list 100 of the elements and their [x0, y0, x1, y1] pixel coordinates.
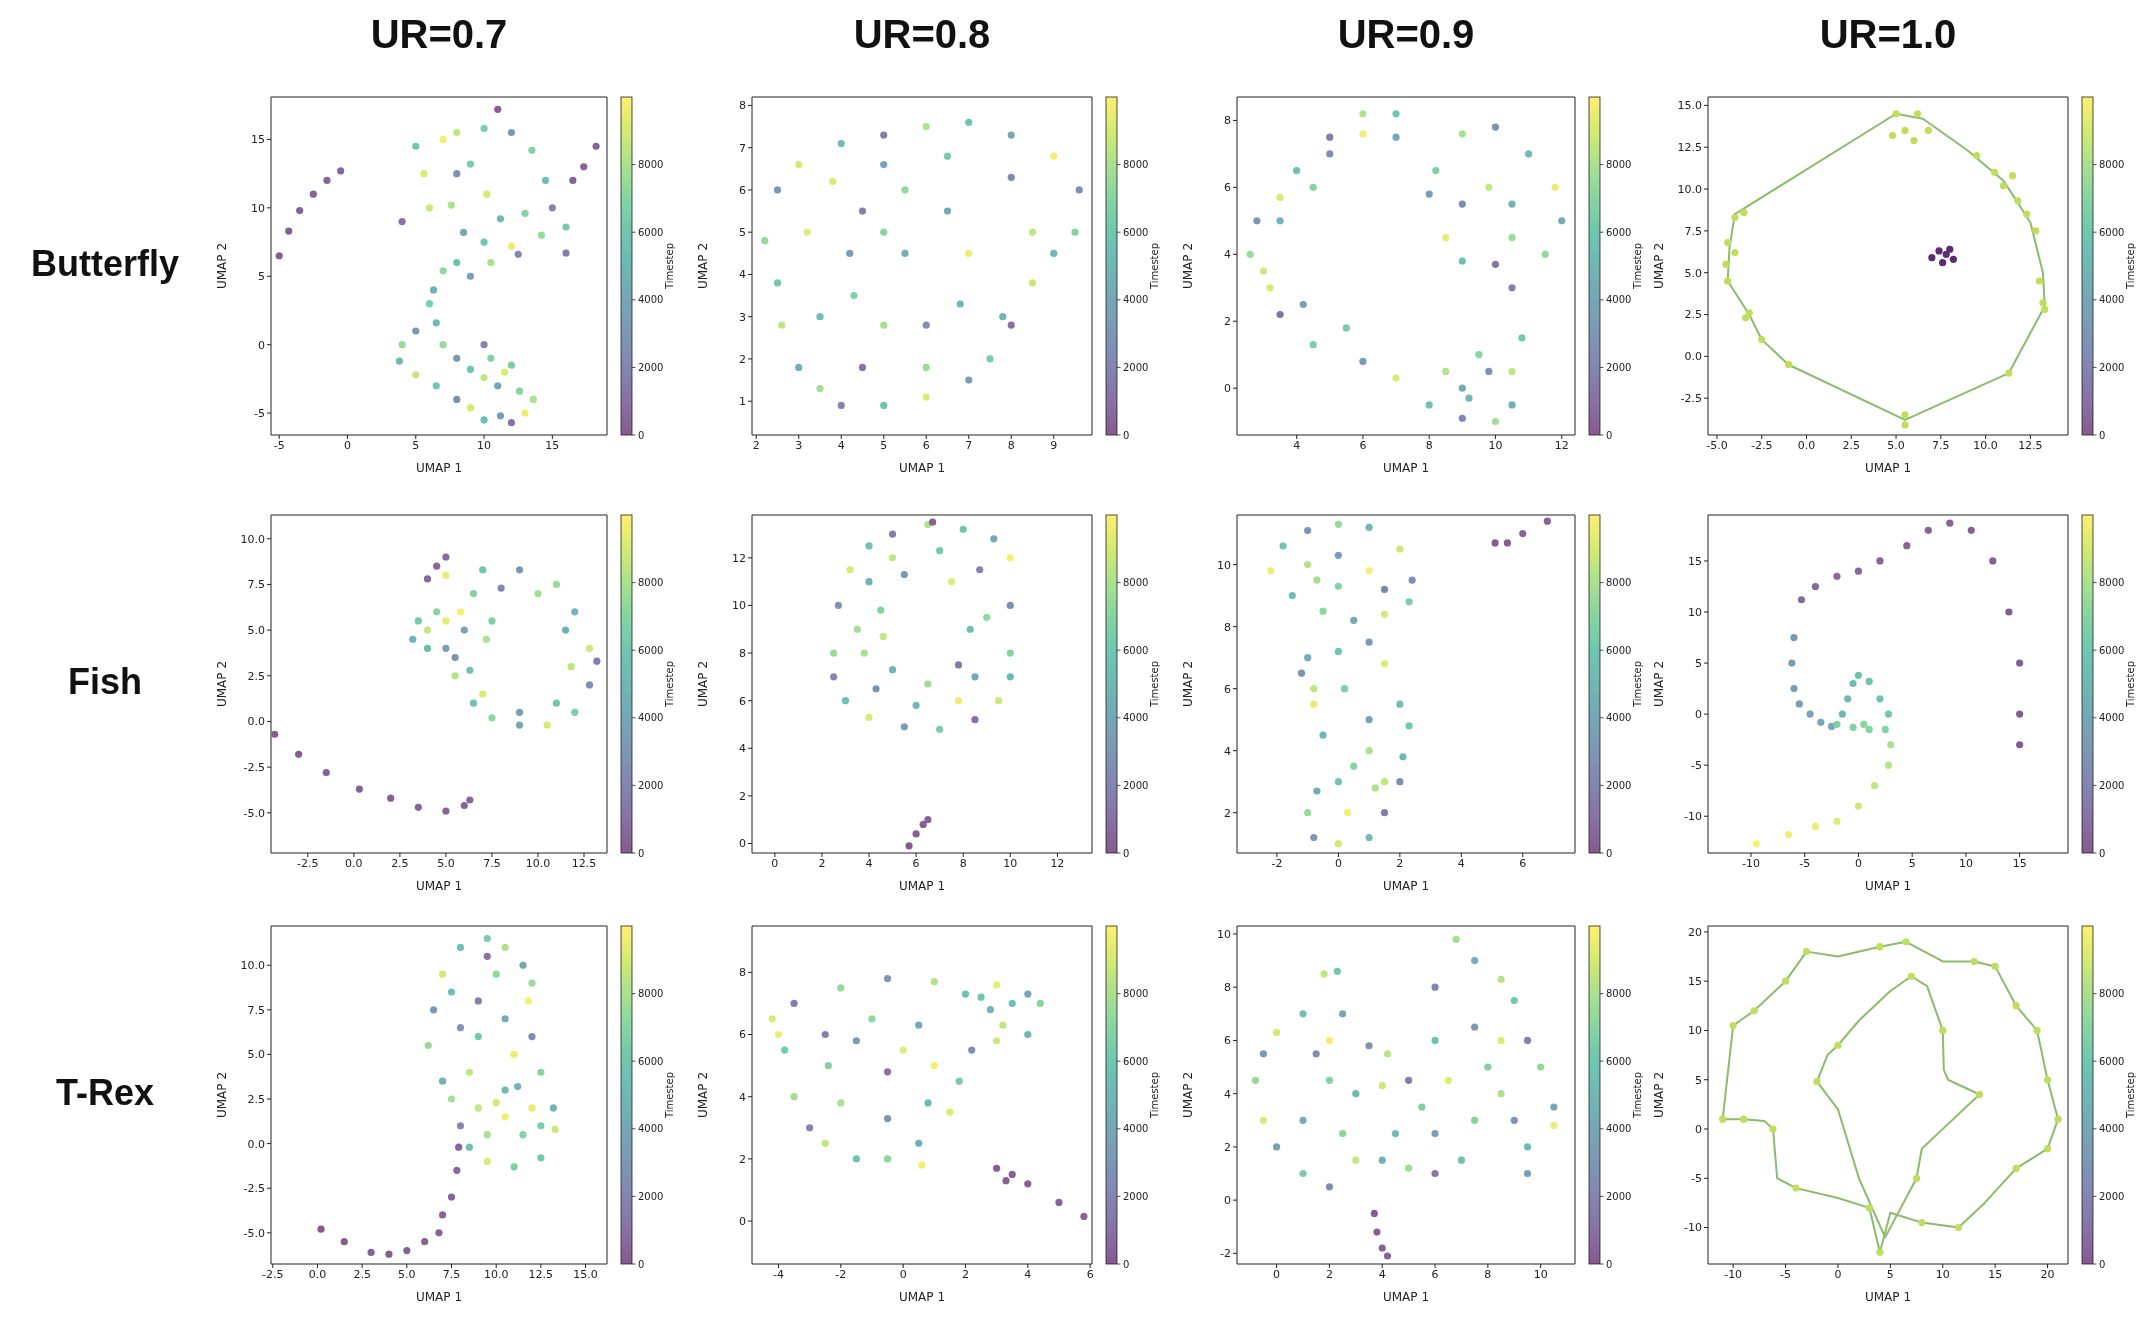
- color-bar-label: 6000: [2099, 644, 2125, 656]
- x-tick-label: 0: [343, 438, 351, 452]
- color-bar-label: 8000: [1606, 988, 1632, 1000]
- color-bar-label: 2000: [1606, 1190, 1632, 1202]
- y-tick-label: 2.5: [1684, 308, 1702, 322]
- chart-title: UR=0.7: [369, 11, 509, 58]
- color-bar-label: 8000: [1606, 159, 1632, 171]
- color-bar-label: 8000: [2099, 577, 2125, 589]
- y-tick-label: 2: [1224, 1140, 1231, 1154]
- color-bar-title: Timestep: [1148, 242, 1160, 291]
- y-tick-label: 4: [1224, 248, 1231, 262]
- y-tick-label: 4: [739, 1090, 746, 1104]
- color-bar-title: Timestep: [663, 1071, 675, 1120]
- y-tick-label: 7: [739, 141, 746, 155]
- y-tick-label: 2.5: [247, 1092, 265, 1106]
- y-tick-label: 10.0: [1677, 182, 1702, 196]
- x-tick-label: 8: [959, 856, 967, 870]
- x-axis-title: UMAP 1: [1864, 461, 1912, 475]
- x-tick-label: 2: [752, 438, 760, 452]
- color-bar-label: 6000: [1606, 644, 1632, 656]
- x-tick-label: 4: [1457, 856, 1465, 870]
- x-tick-label: 5: [1886, 1267, 1894, 1281]
- x-tick-label: -5: [273, 438, 285, 452]
- y-tick-label: 2: [1224, 806, 1231, 820]
- x-tick-label: 2: [818, 856, 826, 870]
- x-tick-label: -5: [1780, 1267, 1792, 1281]
- y-tick-label: 12: [732, 551, 746, 565]
- x-tick-label: -2: [835, 1267, 847, 1281]
- y-tick-label: 0: [1224, 1194, 1231, 1208]
- color-bar-label: 8000: [1606, 577, 1632, 589]
- x-axis-title: UMAP 1: [1864, 1290, 1912, 1304]
- x-tick-label: 3: [795, 438, 803, 452]
- color-bar-title: Timestep: [2124, 242, 2136, 291]
- x-tick-label: 15: [545, 438, 560, 452]
- color-bar-label: 2000: [638, 779, 664, 791]
- x-tick-label: -4: [773, 1267, 784, 1281]
- color-bar-label: 6000: [1123, 644, 1149, 656]
- color-bar-label: 0: [1123, 429, 1130, 441]
- color-bar-title: Timestep: [1148, 1071, 1160, 1120]
- color-bar-label: 6000: [2099, 226, 2125, 238]
- x-tick-label: 15: [2012, 856, 2027, 870]
- x-axis-title: UMAP 1: [1382, 1290, 1430, 1304]
- color-bar-label: 8000: [638, 577, 664, 589]
- color-bar-label: 4000: [1123, 294, 1149, 306]
- x-tick-label: 10: [1488, 438, 1503, 452]
- color-bar-label: 2000: [638, 1190, 664, 1202]
- color-bar-label: 2000: [638, 361, 664, 373]
- color-bar-label: 6000: [1606, 1055, 1632, 1067]
- x-tick-label: 15.0: [573, 1267, 598, 1281]
- y-tick-label: 10: [1688, 1024, 1702, 1038]
- color-bar-label: 0: [638, 1258, 645, 1270]
- y-tick-label: -5.0: [243, 806, 265, 820]
- x-tick-label: 9: [1050, 438, 1058, 452]
- y-tick-label: 15: [1688, 975, 1702, 989]
- color-bar-title: Timestep: [2124, 660, 2136, 709]
- y-tick-label: 5: [1695, 1073, 1702, 1087]
- color-bar-label: 4000: [638, 294, 664, 306]
- color-bar-label: 8000: [1123, 988, 1149, 1000]
- color-bar-label: 6000: [2099, 1055, 2125, 1067]
- x-tick-label: 5: [412, 438, 420, 452]
- y-tick-label: -5: [1691, 759, 1702, 773]
- y-tick-label: -10: [1684, 810, 1702, 824]
- color-bar-label: 6000: [1123, 226, 1149, 238]
- y-tick-label: -5: [1691, 1172, 1702, 1186]
- y-tick-label: 8: [739, 646, 746, 660]
- x-tick-label: 0.0: [308, 1267, 327, 1281]
- x-tick-label: 12.5: [2018, 438, 2043, 452]
- color-bar-title: Timestep: [1631, 242, 1643, 291]
- x-tick-label: 6: [912, 856, 920, 870]
- y-axis-title: UMAP 2: [215, 1071, 230, 1119]
- x-tick-label: 10: [1533, 1267, 1548, 1281]
- color-bar-label: 8000: [638, 988, 664, 1000]
- y-axis-title: UMAP 2: [215, 660, 230, 708]
- color-bar-label: 8000: [1123, 577, 1149, 589]
- y-tick-label: 7.5: [247, 578, 265, 592]
- y-tick-label: 0: [258, 338, 265, 352]
- color-bar-label: 0: [1606, 1258, 1613, 1270]
- x-tick-label: 2.5: [1842, 438, 1861, 452]
- x-tick-label: -5.0: [1706, 438, 1728, 452]
- x-tick-label: 8: [1484, 1267, 1492, 1281]
- color-bar-label: 2000: [1123, 361, 1149, 373]
- x-tick-label: 4: [837, 438, 845, 452]
- color-bar-label: 2000: [2099, 1190, 2125, 1202]
- x-tick-label: 2: [1325, 1267, 1333, 1281]
- y-tick-label: -5: [254, 407, 265, 421]
- x-tick-label: 2.5: [353, 1267, 371, 1281]
- y-tick-label: 6: [739, 183, 746, 197]
- y-tick-label: 8: [1224, 114, 1231, 128]
- y-tick-label: 4: [1224, 744, 1231, 758]
- y-tick-label: 8: [739, 99, 746, 113]
- x-tick-label: 4: [1024, 1267, 1032, 1281]
- color-bar-label: 0: [1606, 429, 1613, 441]
- color-bar-label: 4000: [1123, 1123, 1149, 1135]
- y-tick-label: 0: [1695, 708, 1702, 722]
- x-axis-title: UMAP 1: [415, 1290, 463, 1304]
- color-bar-label: 2000: [1123, 779, 1149, 791]
- y-axis-title: UMAP 2: [1652, 660, 1667, 708]
- y-tick-label: 7.5: [247, 1003, 265, 1017]
- color-bar-title: Timestep: [1631, 1071, 1643, 1120]
- x-tick-label: 5: [880, 438, 888, 452]
